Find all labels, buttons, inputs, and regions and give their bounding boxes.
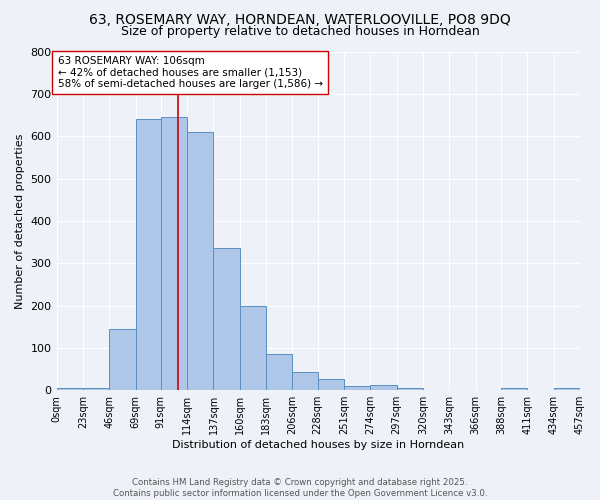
Bar [397, 388, 423, 390]
Bar [501, 388, 527, 390]
Bar [214, 248, 240, 390]
Text: Contains HM Land Registry data © Crown copyright and database right 2025.
Contai: Contains HM Land Registry data © Crown c… [113, 478, 487, 498]
Text: Size of property relative to detached houses in Horndean: Size of property relative to detached ho… [121, 25, 479, 38]
Text: 63, ROSEMARY WAY, HORNDEAN, WATERLOOVILLE, PO8 9DQ: 63, ROSEMARY WAY, HORNDEAN, WATERLOOVILL… [89, 12, 511, 26]
Bar [136, 119, 161, 390]
Bar [554, 388, 580, 390]
Bar [187, 132, 214, 390]
Bar [266, 354, 292, 390]
Text: 63 ROSEMARY WAY: 106sqm
← 42% of detached houses are smaller (1,153)
58% of semi: 63 ROSEMARY WAY: 106sqm ← 42% of detache… [58, 56, 323, 89]
Bar [109, 329, 136, 390]
Bar [56, 388, 83, 390]
Bar [83, 388, 109, 390]
Bar [344, 386, 370, 390]
Bar [292, 372, 317, 390]
X-axis label: Distribution of detached houses by size in Horndean: Distribution of detached houses by size … [172, 440, 464, 450]
Bar [161, 117, 187, 390]
Bar [317, 379, 344, 390]
Y-axis label: Number of detached properties: Number of detached properties [15, 133, 25, 308]
Bar [370, 385, 397, 390]
Bar [240, 306, 266, 390]
